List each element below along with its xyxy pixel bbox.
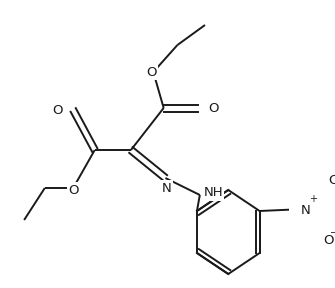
Text: +: + [309, 194, 317, 204]
Text: O: O [68, 183, 78, 196]
Text: NH: NH [203, 187, 223, 200]
Text: O: O [323, 234, 334, 247]
Text: N: N [162, 181, 172, 194]
Text: N: N [301, 204, 311, 217]
Text: O: O [208, 101, 219, 115]
Text: O: O [52, 103, 63, 117]
Text: O: O [329, 175, 335, 187]
Text: −: − [330, 228, 335, 238]
Text: O: O [146, 65, 157, 79]
